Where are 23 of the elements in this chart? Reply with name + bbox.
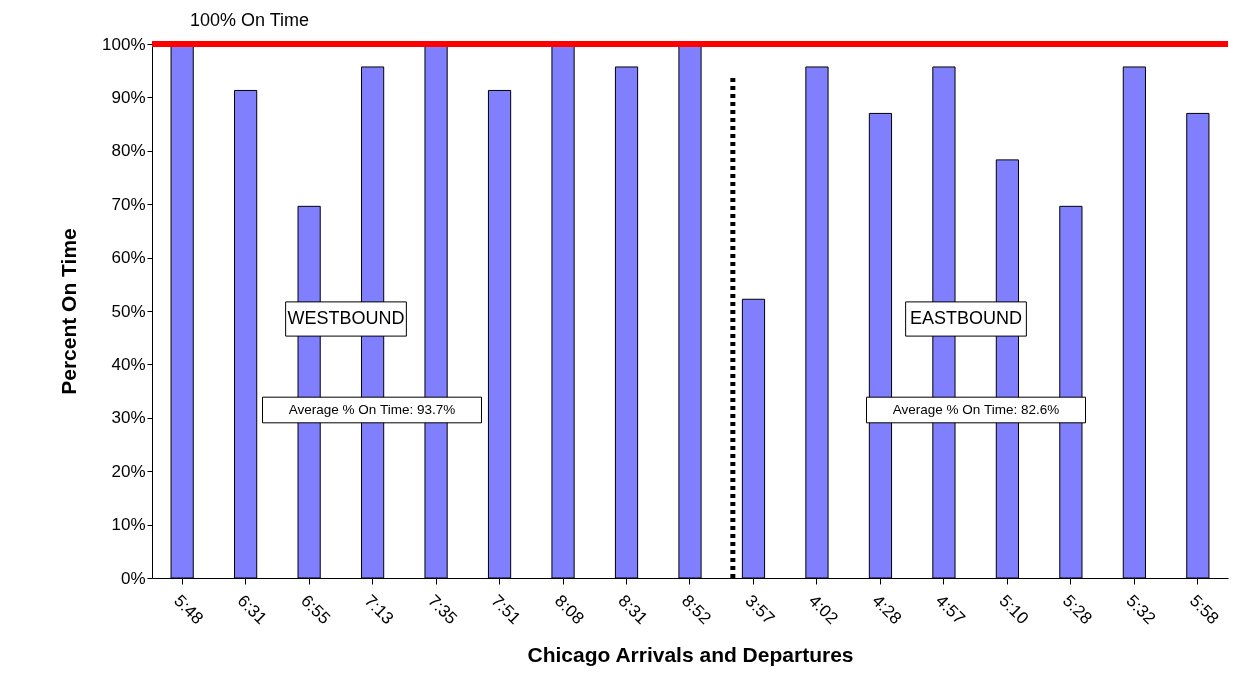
annotation: Average % On Time: 82.6%: [892, 402, 1060, 417]
annotation: EASTBOUND: [909, 308, 1023, 328]
x-tick-label: 6:55: [297, 591, 334, 628]
y-tick-label: 80%: [111, 141, 146, 161]
y-tick-label: 100%: [102, 34, 146, 54]
y-axis-title: Percent On Time: [57, 228, 81, 395]
y-tick-label: 30%: [111, 408, 146, 428]
y-tick-label: 60%: [111, 248, 146, 268]
y-tick-label: 0%: [120, 568, 146, 588]
y-tick-label: 50%: [111, 301, 146, 321]
annotation: Average % On Time: 93.7%: [288, 402, 456, 417]
y-tick-label: 40%: [111, 354, 146, 374]
x-tick-label: 4:02: [804, 591, 842, 628]
y-tick-label: 10%: [111, 515, 146, 535]
y-tick-label: 70%: [111, 194, 146, 214]
x-tick-label: 4:28: [868, 591, 906, 628]
x-tick-label: 4:57: [931, 591, 969, 628]
y-tick-label: 90%: [111, 87, 146, 107]
x-axis-title: Chicago Arrivals and Departures: [527, 643, 854, 667]
ref-line-label: 100% On Time: [190, 10, 310, 30]
x-tick-label: 3:57: [741, 591, 779, 628]
y-tick-label: 20%: [111, 461, 146, 481]
annotation: WESTBOUND: [287, 308, 405, 328]
